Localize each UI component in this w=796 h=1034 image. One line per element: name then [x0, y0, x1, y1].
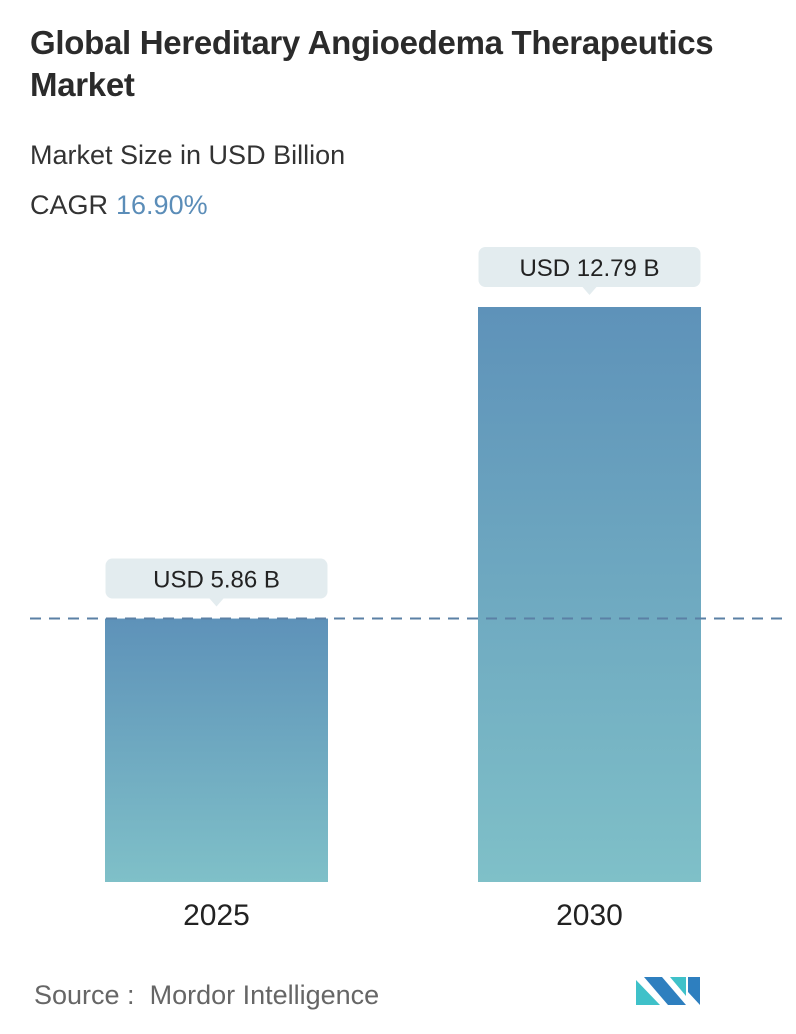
- source: Source : Mordor Intelligence: [34, 980, 379, 1011]
- data-label-pointer: [582, 287, 597, 295]
- cagr: CAGR 16.90%: [30, 190, 208, 221]
- data-label-pointer: [209, 598, 224, 607]
- bar-2030: [478, 307, 701, 882]
- cagr-value: 16.90%: [116, 190, 208, 220]
- data-label-bubble: [105, 558, 328, 599]
- data-label-bubble: [478, 247, 701, 287]
- chart-title: Global Hereditary Angioedema Therapeutic…: [30, 24, 714, 103]
- data-label: USD 12.79 B: [519, 255, 659, 282]
- x-tick-label: 2030: [556, 899, 623, 932]
- source-label: Source :: [34, 980, 135, 1010]
- chart-subtitle: Market Size in USD Billion: [30, 140, 346, 170]
- source-value: Mordor Intelligence: [149, 980, 380, 1010]
- data-label: USD 5.86 B: [153, 567, 280, 594]
- bar-2025: [105, 618, 328, 882]
- x-tick-label: 2025: [183, 899, 250, 932]
- cagr-label: CAGR: [30, 190, 109, 220]
